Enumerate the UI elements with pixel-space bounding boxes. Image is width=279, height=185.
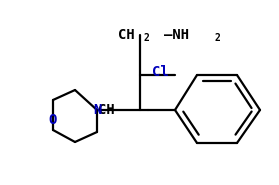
Text: N: N (93, 103, 101, 117)
Text: CH: CH (118, 28, 135, 42)
Text: CH: CH (98, 103, 115, 117)
Text: 2: 2 (144, 33, 150, 43)
Text: O: O (49, 113, 57, 127)
Text: 2: 2 (215, 33, 221, 43)
Text: Cl: Cl (152, 65, 169, 79)
Text: —NH: —NH (164, 28, 189, 42)
